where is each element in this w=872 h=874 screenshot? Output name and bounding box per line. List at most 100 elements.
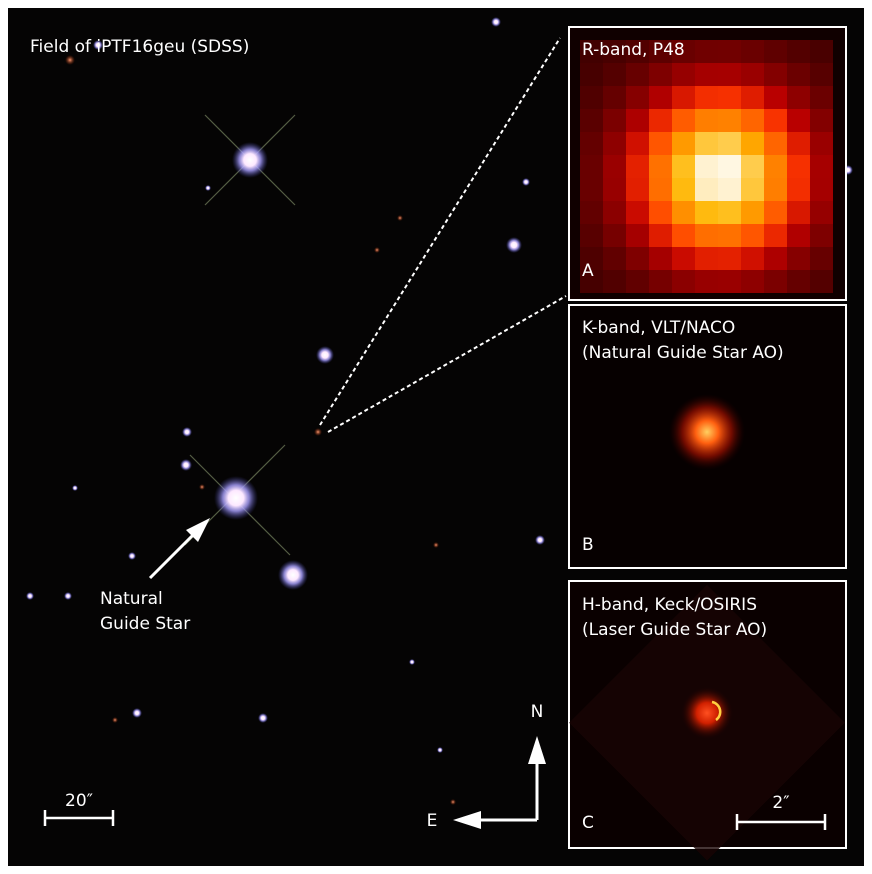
- compass-north: N: [531, 702, 544, 722]
- psf-pixel: [603, 178, 626, 201]
- psf-pixel: [649, 270, 672, 293]
- psf-pixel: [603, 270, 626, 293]
- psf-pixel: [764, 132, 787, 155]
- psf-pixel: [741, 178, 764, 201]
- psf-pixel: [580, 63, 603, 86]
- psf-pixel: [810, 247, 833, 270]
- panel-b: K-band, VLT/NACO (Natural Guide Star AO)…: [568, 304, 847, 569]
- psf-pixel: [603, 155, 626, 178]
- psf-pixel: [810, 132, 833, 155]
- panel-title: (Laser Guide Star AO): [582, 620, 767, 640]
- psf-pixel: [672, 86, 695, 109]
- psf-pixel: [649, 63, 672, 86]
- psf-pixel: [695, 201, 718, 224]
- psf-pixel: [787, 201, 810, 224]
- psf-pixel: [580, 86, 603, 109]
- psf-pixel: [787, 247, 810, 270]
- psf-pixel: [741, 63, 764, 86]
- figure-title: Field of iPTF16geu (SDSS): [30, 37, 249, 57]
- arrow-head: [186, 518, 210, 542]
- psf-pixel: [741, 132, 764, 155]
- psf-pixel: [580, 109, 603, 132]
- psf-pixel: [718, 63, 741, 86]
- psf-pixel: [695, 224, 718, 247]
- psf-pixel: [672, 109, 695, 132]
- psf-pixel: [741, 224, 764, 247]
- psf-pixel: [787, 109, 810, 132]
- psf-pixel: [787, 178, 810, 201]
- psf-pixel: [672, 178, 695, 201]
- panel-title: (Natural Guide Star AO): [582, 343, 784, 363]
- psf-pixel: [741, 40, 764, 63]
- psf-pixel: [649, 247, 672, 270]
- psf-pixel: [626, 109, 649, 132]
- psf-pixel: [649, 109, 672, 132]
- panel-title: R-band, P48: [582, 40, 685, 60]
- psf-pixel: [810, 40, 833, 63]
- psf-pixel: [787, 40, 810, 63]
- psf-pixel: [718, 86, 741, 109]
- panel-letter: B: [582, 535, 594, 555]
- psf-pixel: [626, 201, 649, 224]
- psf-pixel: [626, 132, 649, 155]
- psf-pixel: [787, 63, 810, 86]
- compass: [453, 736, 546, 829]
- psf-pixel: [741, 86, 764, 109]
- panel-a: R-band, P48 A: [568, 26, 847, 301]
- psf-pixel: [649, 201, 672, 224]
- guide-star-arrow: [148, 530, 198, 580]
- psf-pixel: [649, 224, 672, 247]
- psf-pixel: [718, 178, 741, 201]
- psf-pixel: [580, 155, 603, 178]
- psf-pixel: [626, 63, 649, 86]
- psf-pixel: [626, 178, 649, 201]
- psf-pixel: [695, 155, 718, 178]
- psf-pixel: [787, 132, 810, 155]
- psf-pixel: [810, 63, 833, 86]
- psf-pixel: [764, 109, 787, 132]
- psf-pixel: [580, 178, 603, 201]
- psf-pixel: [603, 86, 626, 109]
- psf-pixel: [810, 270, 833, 293]
- psf-pixel: [649, 132, 672, 155]
- psf-pixel: [603, 109, 626, 132]
- psf-pixel: [603, 63, 626, 86]
- compass-east: E: [427, 811, 438, 831]
- psf-pixel: [810, 86, 833, 109]
- psf-pixel: [764, 270, 787, 293]
- psf-pixel: [718, 247, 741, 270]
- guide-star-label: Guide Star: [100, 614, 190, 634]
- psf-pixel: [695, 247, 718, 270]
- psf-pixel: [672, 201, 695, 224]
- panel-letter: A: [582, 261, 594, 281]
- psf-pixel: [603, 201, 626, 224]
- psf-pixel: [695, 40, 718, 63]
- psf-pixel: [626, 40, 649, 63]
- psf-pixel: [718, 155, 741, 178]
- panel-title: H-band, Keck/OSIRIS: [582, 595, 757, 615]
- scale-bar-label: 20″: [65, 791, 93, 811]
- psf-pixel: [626, 86, 649, 109]
- psf-pixel: [672, 63, 695, 86]
- psf-pixel: [741, 109, 764, 132]
- psf-pixel: [580, 247, 603, 270]
- psf-pixel: [718, 109, 741, 132]
- psf-pixel: [764, 224, 787, 247]
- psf-pixel: [718, 201, 741, 224]
- psf-pixel: [649, 40, 672, 63]
- psf-pixel: [810, 109, 833, 132]
- zoom-lines: [319, 37, 567, 433]
- psf-pixel: [810, 178, 833, 201]
- scale-bar: [43, 810, 115, 826]
- psf-pixel: [626, 247, 649, 270]
- panel-scale-label: 2″: [772, 793, 789, 813]
- psf-pixel: [695, 178, 718, 201]
- psf-pixel: [695, 270, 718, 293]
- psf-pixel: [764, 178, 787, 201]
- psf-pixel: [741, 247, 764, 270]
- psf-pixel: [787, 155, 810, 178]
- psf-pixel: [603, 247, 626, 270]
- psf-pixel: [626, 224, 649, 247]
- psf-pixel: [764, 247, 787, 270]
- psf-pixel: [695, 63, 718, 86]
